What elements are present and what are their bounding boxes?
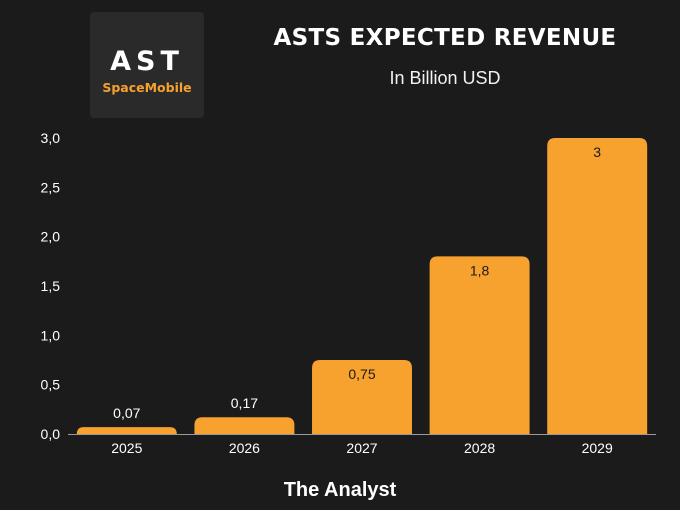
y-tick-label: 3,0 xyxy=(41,130,61,146)
data-label: 0,07 xyxy=(113,405,140,421)
x-tick-label: 2026 xyxy=(229,440,260,456)
bar-2029 xyxy=(547,138,648,434)
bar-2026 xyxy=(194,417,295,434)
bar-2027 xyxy=(312,360,412,434)
footer-credit: The Analyst xyxy=(283,479,397,501)
y-tick-label: 0,0 xyxy=(41,426,61,442)
y-tick-label: 2,5 xyxy=(41,179,61,195)
data-label: 0,75 xyxy=(348,366,375,382)
x-tick-label: 2025 xyxy=(111,440,142,456)
logo-main-text: AST xyxy=(110,46,184,77)
bar-2025 xyxy=(76,427,177,434)
company-logo: AST SpaceMobile xyxy=(90,12,204,118)
y-tick-label: 1,5 xyxy=(41,278,61,294)
x-tick-label: 2027 xyxy=(346,440,377,456)
chart-title: ASTS EXPECTED REVENUE xyxy=(273,25,617,51)
y-tick-label: 0,5 xyxy=(41,377,61,393)
y-tick-label: 2,0 xyxy=(41,229,61,245)
x-tick-label: 2028 xyxy=(464,440,495,456)
bar-2028 xyxy=(429,256,530,434)
y-tick-label: 1,0 xyxy=(41,327,61,343)
chart-subtitle: In Billion USD xyxy=(389,68,501,88)
logo-sub-text: SpaceMobile xyxy=(102,80,192,95)
data-label: 3 xyxy=(593,144,601,160)
data-label: 1,8 xyxy=(470,262,490,278)
x-tick-label: 2029 xyxy=(582,440,613,456)
data-label: 0,17 xyxy=(231,395,258,411)
